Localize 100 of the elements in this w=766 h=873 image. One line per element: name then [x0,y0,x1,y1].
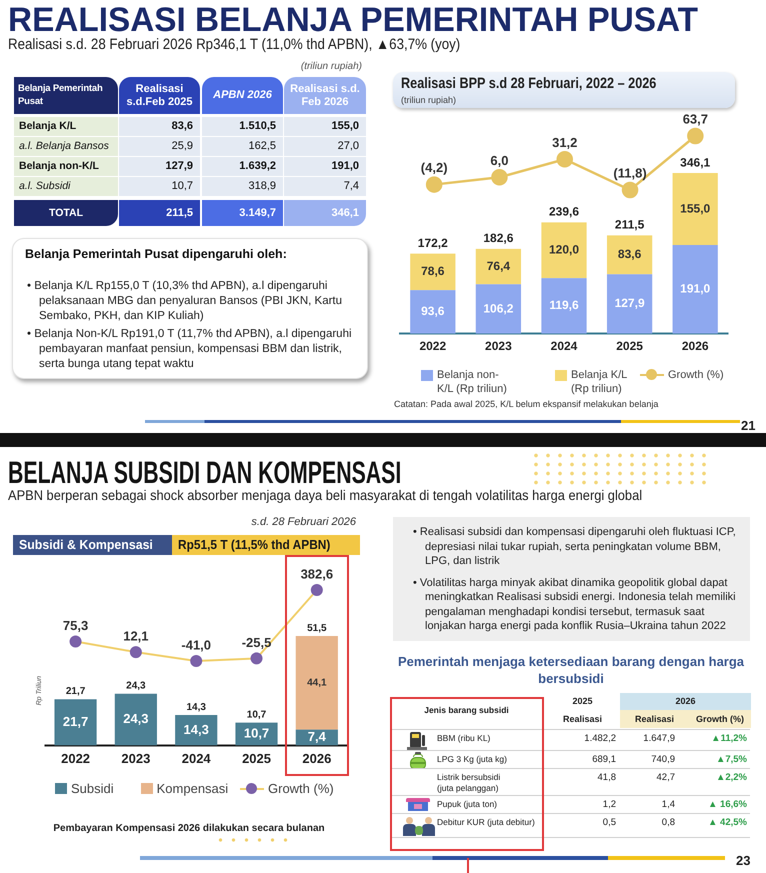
legend-label: Belanja K/L (Rp triliun) [571,369,628,395]
data-label: 191,0 [680,282,711,296]
x-tick-label: 2022 [61,750,90,766]
text: 21 [741,418,756,433]
data-label: 78,6 [421,264,445,278]
data-label: -41,0 [181,638,212,653]
data-label: 106,2 [483,301,514,316]
x-tick-label: 2023 [485,339,512,354]
data-label: 7,4 [308,729,327,744]
point [70,636,82,648]
text: Jenis barang subsidi [423,705,510,715]
x-tick-label: 2026 [682,339,709,354]
x-tick-label: 2025 [242,750,271,766]
category-label: Realisasi s.d.Feb 2025 [125,82,194,108]
text: 3.149,7 [239,207,276,219]
data-label: 119,6 [549,298,580,312]
point [556,150,573,168]
text: 0,8 [662,817,675,828]
text: Catatan: Pada awal 2025, K/L belum ekspansif melakukan belanja [394,399,658,409]
point [310,584,323,596]
text: Pemerintah menjaga ketersediaan barang dengan harga bersubsidi [396,653,746,687]
chart-title: Realisasi BPP s.d 28 Februari, 2022 – 2026 [401,75,656,92]
text: 155,0 [331,120,359,132]
total-label: 10,7 [246,709,267,720]
text: 740,9 [651,754,675,765]
point [687,128,704,144]
text: BELANJA SUBSIDI DAN KOMPENSASI [8,455,402,490]
text: • Belanja K/L Rp155,0 T (10,3% thd APBN), a.l dipengaruhi pelaksanaan MBG dan penyaluran Bansos (PBI JKN, Kartu Sembako, PKH, dan KIP Kuliah) [27,279,344,324]
text: 42,7 [656,772,675,783]
bar [410,254,456,290]
total-label: 24,3 [126,680,146,692]
bar [175,715,218,746]
text: ▲11,2% [711,733,747,744]
text: • Volatilitas harga minyak akibat dinamika geopolitik global dapat meningkatkan Realisasi subsidi energi. Indonesia telah memiliki pengalaman menghadapi kondisi tersebut, termasuk saat lonjakan harga energi pada konflik Rusia–Ukraina tahun 2022 [413,576,737,634]
text: REALISASI BELANJA PEMERINTAH PUSAT [8,1,698,39]
point [426,176,442,193]
bar [476,284,522,334]
text: (triliun rupiah) [300,61,362,72]
text: 689,1 [592,754,616,765]
text: 127,9 [165,160,193,172]
point [622,182,638,198]
text: 1.639,2 [239,160,276,172]
chart-title: Subsidi & Kompensasi [19,537,153,552]
bar [54,699,97,746]
text: 27,0 [338,140,359,152]
point [491,169,508,186]
category-label: Realisasi s.d. Feb 2026 [289,82,361,108]
bar [114,694,157,746]
x-tick-label: 2025 [616,339,644,354]
total-label: 21,7 [66,686,86,698]
legend-label: Growth (%) [268,781,334,797]
text: s.d. 28 Februari 2026 [251,516,356,528]
legend-label: Growth (%) [668,368,724,382]
text: 23 [736,853,750,868]
data-label: 155,0 [680,201,711,216]
x-tick-label: 2023 [121,750,150,766]
text: 1,4 [662,799,675,810]
data-label: 24,3 [123,711,149,726]
data-label: 63,7 [682,112,708,127]
total-label: 182,6 [483,231,514,246]
data-label: (4,2) [420,160,448,176]
data-label: 75,3 [62,618,88,634]
data-label: 120,0 [548,242,580,257]
bar [606,235,652,274]
data-label: 76,4 [486,258,510,273]
data-label: 14,3 [184,722,209,737]
category-label: a.l. Subsidi [19,180,70,192]
data-label: 83,6 [618,247,642,262]
bar [476,248,522,284]
total-label: 239,6 [548,204,580,219]
total-label: 51,5 [307,622,328,634]
text: 162,5 [248,140,276,152]
text: 318,9 [248,180,276,192]
data-label: (11,8) [613,166,647,181]
text: 1.482,2 [584,733,616,744]
category-label: Realisasi [620,710,689,728]
legend-label: Belanja non-K/L (Rp triliun) [437,368,508,396]
bar [672,244,718,334]
category-label: Belanja non-K/L [19,160,99,172]
text: 1.647,9 [643,733,675,744]
bar [541,278,587,334]
text: ▲2,2% [716,772,747,783]
chart-subtitle: (triliun rupiah) [401,95,456,105]
text: 83,6 [172,120,193,132]
category-label: TOTAL [48,207,84,219]
legend-label: Subsidi [71,781,114,797]
data-label: 12,1 [123,628,149,644]
text: 211,5 [166,207,193,219]
x-tick-label: 2022 [419,339,446,354]
data-label: 127,9 [614,296,645,310]
x-tick-label: 2024 [550,339,578,354]
bar [410,290,456,334]
bar [672,173,718,245]
category-label: Listrik bersubsidi (juta pelanggan) [437,772,500,793]
point [250,652,263,664]
text: ▲ 16,6% [708,799,747,810]
text: Realisasi s.d. 28 Februari 2026 Rp346,1 T (11,0% thd APBN), ▲63,7% (yoy) [8,36,460,53]
category-label: LPG 3 Kg (juta kg) [437,754,507,764]
text: 346,1 [331,207,359,219]
text: ▲7,5% [716,754,747,765]
